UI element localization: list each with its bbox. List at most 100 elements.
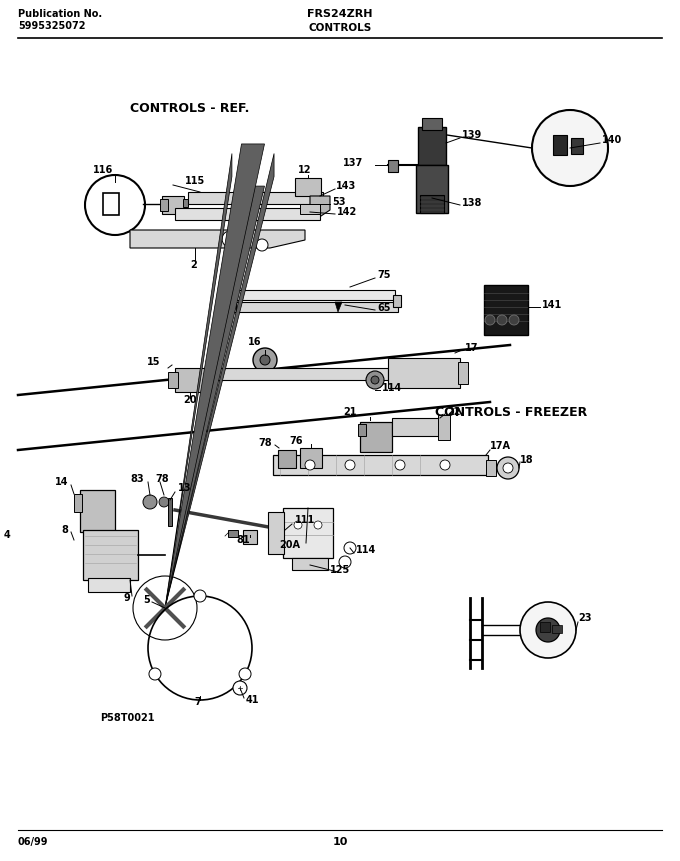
Bar: [486, 460, 496, 476]
Text: CONTROLS: CONTROLS: [308, 23, 372, 33]
Circle shape: [294, 521, 302, 529]
Bar: [358, 424, 366, 436]
Text: 7: 7: [194, 697, 201, 707]
Bar: [300, 204, 320, 214]
Text: 13: 13: [178, 483, 192, 493]
Text: 65: 65: [377, 303, 390, 313]
Text: 53: 53: [332, 197, 345, 207]
Text: 75: 75: [377, 270, 390, 280]
Bar: [83, 530, 138, 580]
Polygon shape: [165, 144, 265, 608]
Text: 4: 4: [4, 530, 11, 540]
Text: 81: 81: [236, 535, 250, 545]
Polygon shape: [165, 186, 265, 608]
Text: 76: 76: [289, 436, 303, 446]
Text: 143: 143: [336, 181, 356, 191]
Circle shape: [133, 576, 197, 640]
Bar: [458, 362, 468, 384]
Bar: [80, 490, 115, 532]
Polygon shape: [130, 230, 305, 248]
Bar: [168, 498, 172, 526]
Bar: [540, 622, 550, 632]
Circle shape: [344, 542, 356, 554]
Circle shape: [366, 371, 384, 389]
Text: 17A: 17A: [490, 441, 511, 451]
Circle shape: [256, 239, 268, 251]
Text: 78: 78: [155, 474, 169, 484]
Circle shape: [233, 681, 247, 695]
Text: 8: 8: [61, 525, 68, 535]
Bar: [278, 450, 296, 468]
Bar: [552, 625, 562, 633]
Text: 41: 41: [246, 695, 260, 705]
Circle shape: [194, 590, 206, 602]
Bar: [422, 118, 442, 130]
Bar: [300, 448, 322, 468]
Circle shape: [497, 315, 507, 325]
Bar: [168, 372, 178, 388]
Text: 16: 16: [248, 337, 262, 347]
Text: 23: 23: [578, 613, 592, 623]
Circle shape: [239, 668, 251, 680]
Text: P58T0021: P58T0021: [100, 713, 154, 723]
Text: 116: 116: [93, 165, 113, 175]
Circle shape: [253, 348, 277, 372]
Circle shape: [305, 460, 315, 470]
Circle shape: [440, 460, 450, 470]
Bar: [188, 192, 323, 204]
Text: 114: 114: [356, 545, 376, 555]
Text: 22: 22: [447, 407, 460, 417]
Bar: [268, 512, 284, 554]
Circle shape: [497, 457, 519, 479]
Bar: [418, 127, 446, 165]
Text: 20: 20: [183, 395, 197, 405]
Text: 139: 139: [462, 130, 482, 140]
Text: 2: 2: [190, 260, 197, 270]
Text: 10: 10: [333, 837, 347, 847]
Text: 21: 21: [343, 407, 357, 417]
Bar: [230, 290, 395, 300]
Text: 78: 78: [258, 438, 272, 448]
Text: Publication No.: Publication No.: [18, 9, 102, 19]
Bar: [213, 368, 388, 380]
Text: 9: 9: [123, 593, 130, 603]
Polygon shape: [165, 153, 232, 608]
Bar: [553, 135, 567, 155]
Circle shape: [509, 315, 519, 325]
Text: 18: 18: [520, 455, 534, 465]
Circle shape: [536, 618, 560, 642]
Bar: [438, 415, 450, 440]
Polygon shape: [165, 153, 274, 608]
Bar: [388, 358, 460, 388]
Text: 12: 12: [299, 165, 311, 175]
Bar: [74, 494, 82, 512]
Bar: [360, 422, 392, 452]
Text: 14: 14: [54, 477, 68, 487]
Text: 111: 111: [295, 515, 316, 525]
Bar: [228, 530, 238, 537]
Bar: [295, 178, 321, 196]
Text: CONTROLS - REF.: CONTROLS - REF.: [130, 102, 250, 115]
Circle shape: [85, 175, 145, 235]
Circle shape: [532, 110, 608, 186]
Bar: [226, 290, 236, 312]
Text: 140: 140: [602, 135, 622, 145]
Bar: [162, 196, 184, 214]
Text: 06/99: 06/99: [18, 837, 48, 847]
Circle shape: [222, 231, 238, 247]
Text: 20A: 20A: [279, 540, 301, 550]
Text: 5: 5: [143, 595, 150, 605]
Bar: [484, 285, 528, 335]
Bar: [416, 165, 448, 213]
Polygon shape: [310, 196, 330, 218]
Bar: [243, 530, 257, 544]
Text: 138: 138: [462, 198, 482, 208]
Bar: [175, 368, 213, 392]
Bar: [283, 508, 333, 558]
Circle shape: [339, 556, 351, 568]
Text: 142: 142: [337, 207, 357, 217]
Text: CONTROLS - FREEZER: CONTROLS - FREEZER: [435, 406, 588, 418]
Circle shape: [314, 521, 322, 529]
Circle shape: [143, 495, 157, 509]
Text: 5995325072: 5995325072: [18, 21, 86, 31]
